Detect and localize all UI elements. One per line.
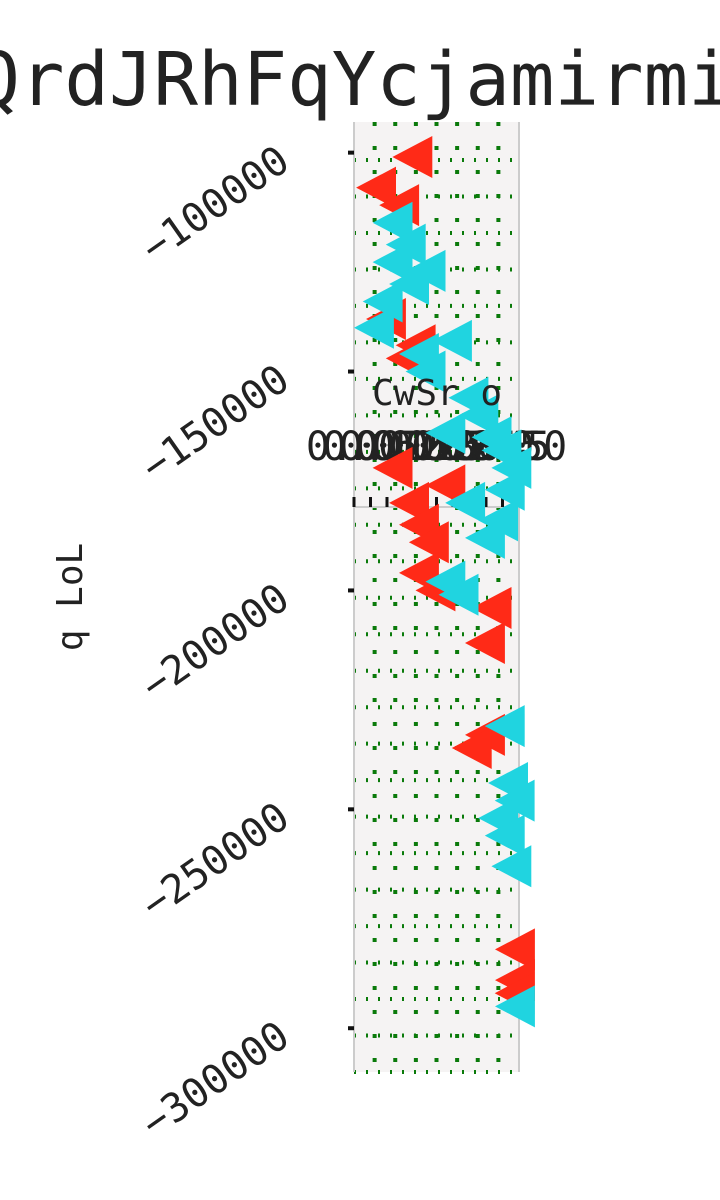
- x-axis-label: CwSr o: [372, 373, 502, 414]
- data-point-cyan: [495, 985, 535, 1028]
- data-point-cyan: [354, 306, 394, 349]
- data-point-red: [425, 464, 466, 507]
- data-point-cyan: [478, 499, 519, 542]
- data-point-cyan: [405, 350, 446, 393]
- data-point-cyan: [484, 468, 525, 511]
- data-point-cyan: [372, 201, 413, 244]
- y-tick-label: −250000: [133, 794, 297, 928]
- data-point-cyan: [432, 319, 472, 362]
- y-tick-label: −150000: [133, 356, 297, 490]
- data-point-cyan: [389, 262, 429, 305]
- chart-title: QrdJRhFqYcjamirmi: [0, 37, 720, 123]
- data-point-cyan: [385, 223, 426, 266]
- data-point-cyan: [438, 573, 479, 616]
- data-point-cyan: [491, 845, 532, 888]
- y-tick-label: −300000: [133, 1013, 297, 1147]
- data-point-cyan: [372, 241, 413, 284]
- data-point-cyan: [445, 481, 486, 524]
- data-point-red: [471, 586, 512, 629]
- data-point-red: [495, 928, 535, 971]
- y-ticks: −100000 −150000 −200000 −250000 −300000: [133, 137, 354, 1147]
- data-point-cyan: [458, 394, 499, 437]
- y-tick-label: −200000: [133, 575, 297, 709]
- data-point-red: [451, 727, 492, 770]
- data-point-red: [389, 481, 429, 524]
- data-point-red: [372, 446, 413, 489]
- data-point-red: [465, 621, 505, 664]
- data-point-cyan: [484, 705, 525, 748]
- data-marks: [354, 136, 535, 1028]
- data-point-red: [392, 136, 433, 179]
- y-tick-label: −100000: [133, 137, 297, 271]
- data-point-cyan: [425, 411, 466, 454]
- data-point-cyan: [465, 516, 505, 559]
- y-axis-label: q LoL: [50, 543, 91, 651]
- data-point-cyan: [484, 814, 525, 857]
- data-point-red: [356, 166, 396, 209]
